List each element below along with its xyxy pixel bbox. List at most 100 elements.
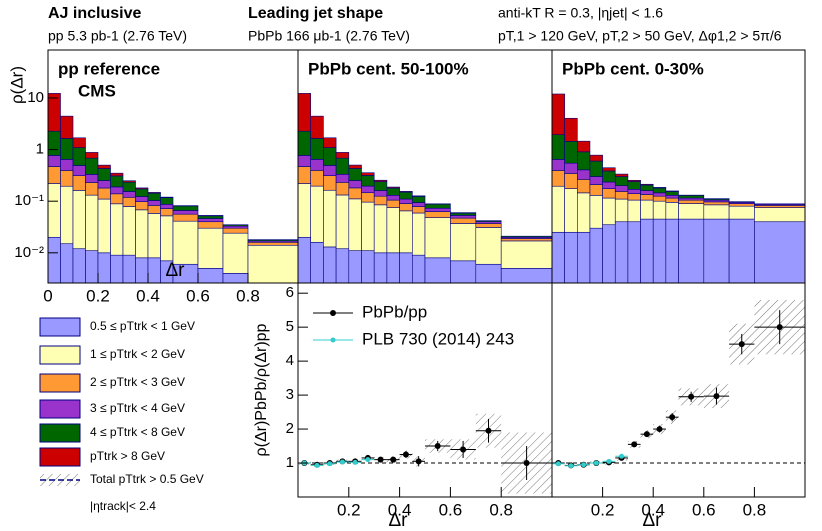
data-point (776, 324, 783, 331)
hist-segment (47, 93, 61, 132)
hist-segment (60, 185, 74, 245)
hist-segment (500, 268, 553, 284)
x-tick-label: 0.8 (236, 286, 260, 305)
hist-segment (627, 179, 641, 182)
hist-segment (348, 180, 362, 189)
hist-segment (348, 187, 362, 200)
hist-segment (450, 215, 477, 219)
hist-segment (678, 199, 705, 204)
hist-segment (72, 175, 86, 191)
hist-segment (222, 225, 249, 229)
y-axis-label: ρ(Δr)PbPb/ρ(Δr)pp (253, 323, 270, 456)
x-tick-label: 0 (43, 286, 52, 305)
hist-segment (47, 155, 61, 167)
hist-segment (665, 191, 679, 196)
panel-title: pp reference (58, 59, 160, 78)
reference-point (352, 459, 358, 465)
hist-segment (665, 195, 679, 199)
annotation: CMS (78, 81, 116, 100)
hist-segment (551, 231, 565, 284)
reference-point (555, 461, 561, 467)
hist-segment (97, 164, 111, 169)
hist-segment (222, 273, 249, 284)
hist-segment (335, 173, 350, 183)
hist-segment (627, 199, 641, 223)
reference-point (327, 461, 333, 467)
hist-segment (373, 190, 388, 197)
hist-segment (197, 221, 224, 229)
hist-segment (589, 227, 603, 284)
legend-swatch (39, 373, 81, 393)
hist-segment (222, 224, 249, 227)
hist-segment (373, 179, 388, 182)
hist-segment (386, 195, 400, 201)
data-point (485, 427, 492, 434)
x-tick-label: 0.2 (337, 500, 361, 519)
hist-segment (122, 180, 136, 183)
header-text: anti-kT R = 0.3, |ηjet| < 1.6 (498, 5, 663, 21)
hist-segment (72, 137, 86, 148)
header-sub: pp 5.3 pb-1 (2.76 TeV) (48, 28, 187, 44)
hist-segment (297, 93, 311, 132)
hist-segment (589, 195, 603, 229)
hist-segment (640, 194, 654, 201)
hist-segment (47, 130, 61, 156)
hist-segment (110, 175, 124, 188)
hist-segment (172, 205, 199, 211)
data-point (631, 441, 638, 448)
hist-segment (411, 254, 426, 284)
hist-segment (640, 199, 654, 220)
hist-segment (602, 181, 616, 189)
hist-segment (652, 187, 667, 189)
x-axis-label: Δr (642, 510, 662, 531)
hist-segment (247, 244, 299, 284)
legend-label: pTtrk > 8 GeV (90, 449, 165, 463)
hist-segment (297, 183, 311, 238)
header-title: AJ inclusive (48, 5, 141, 22)
hist-segment (399, 203, 413, 212)
hist-segment (589, 176, 603, 185)
hist-segment (361, 192, 375, 203)
hist-segment (348, 250, 362, 284)
hist-segment (361, 185, 375, 194)
hist-segment (614, 198, 629, 223)
hist-segment (122, 196, 136, 207)
hist-segment (614, 176, 629, 186)
data-point (434, 443, 441, 450)
hist-segment (97, 168, 111, 181)
hist-segment (147, 192, 161, 194)
x-tick-label: 0.4 (388, 500, 412, 519)
hist-segment (424, 257, 451, 284)
hist-segment (97, 252, 111, 284)
data-point (460, 446, 467, 453)
hist-segment (652, 192, 667, 197)
hist-segment (399, 252, 413, 284)
hist-segment (728, 201, 755, 203)
legend-swatch (39, 399, 81, 419)
panel-frame (551, 282, 806, 498)
y-tick-label: 6 (286, 284, 294, 301)
hist-segment (754, 203, 806, 205)
hist-segment (172, 210, 199, 215)
hist-segment (297, 130, 311, 156)
reference-point (606, 458, 612, 464)
hist-segment (424, 211, 451, 218)
hist-segment (424, 207, 451, 212)
header-title: Leading jet shape (248, 5, 383, 22)
hist-segment (576, 231, 591, 284)
hist-segment (110, 186, 124, 195)
hist-segment (614, 173, 629, 177)
hist-segment (135, 187, 149, 190)
hist-segment (335, 157, 350, 175)
hist-segment (551, 185, 565, 233)
hist-segment (323, 147, 337, 166)
hist-segment (60, 115, 74, 139)
reference-point (365, 457, 371, 463)
hist-segment (386, 207, 400, 254)
hist-segment (640, 190, 654, 195)
hist-segment (652, 187, 667, 194)
y-tick-label: 5 (286, 318, 294, 335)
x-axis-label: Δr (165, 260, 185, 281)
hist-segment (424, 203, 451, 209)
hist-segment (297, 155, 311, 167)
